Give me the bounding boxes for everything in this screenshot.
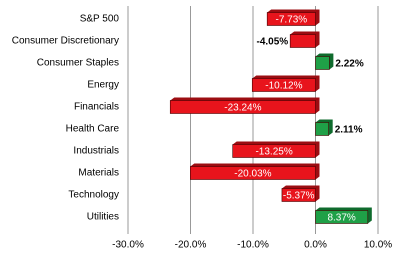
bar — [169, 100, 316, 114]
bar — [232, 144, 316, 158]
value-label: -23.24% — [224, 103, 261, 114]
bar — [315, 122, 329, 136]
value-label: 2.11% — [335, 125, 363, 136]
value-label: 8.37% — [327, 213, 355, 224]
bar — [281, 188, 316, 202]
x-tick-label: 0.0% — [304, 240, 327, 251]
value-label: -5.37% — [283, 191, 315, 202]
bar — [315, 56, 330, 70]
y-tick-label: Energy — [87, 80, 119, 91]
bar — [251, 78, 316, 92]
bar — [315, 210, 369, 224]
value-label: 2.22% — [335, 59, 363, 70]
bar — [266, 12, 316, 26]
x-tick-label: 10.0% — [364, 240, 392, 251]
y-tick-label: Financials — [74, 102, 119, 113]
y-tick-label: Consumer Discretionary — [12, 36, 119, 47]
value-label: -13.25% — [255, 147, 292, 158]
bar — [190, 166, 316, 180]
y-tick-label: Health Care — [66, 124, 120, 135]
y-tick-label: Industrials — [73, 146, 119, 157]
y-tick-label: Consumer Staples — [37, 58, 119, 69]
x-tick-label: -20.0% — [175, 240, 207, 251]
value-label: -20.03% — [234, 169, 271, 180]
x-tick-label: -10.0% — [237, 240, 269, 251]
value-label: -4.05% — [257, 37, 289, 48]
y-tick-label: S&P 500 — [80, 14, 120, 25]
bar — [289, 34, 316, 48]
x-tick-label: -30.0% — [112, 240, 144, 251]
y-tick-label: Technology — [68, 190, 119, 201]
y-tick-label: Materials — [78, 168, 119, 179]
value-label: -10.12% — [265, 81, 302, 92]
y-tick-label: Utilities — [87, 212, 119, 223]
value-label: -7.73% — [276, 15, 308, 26]
